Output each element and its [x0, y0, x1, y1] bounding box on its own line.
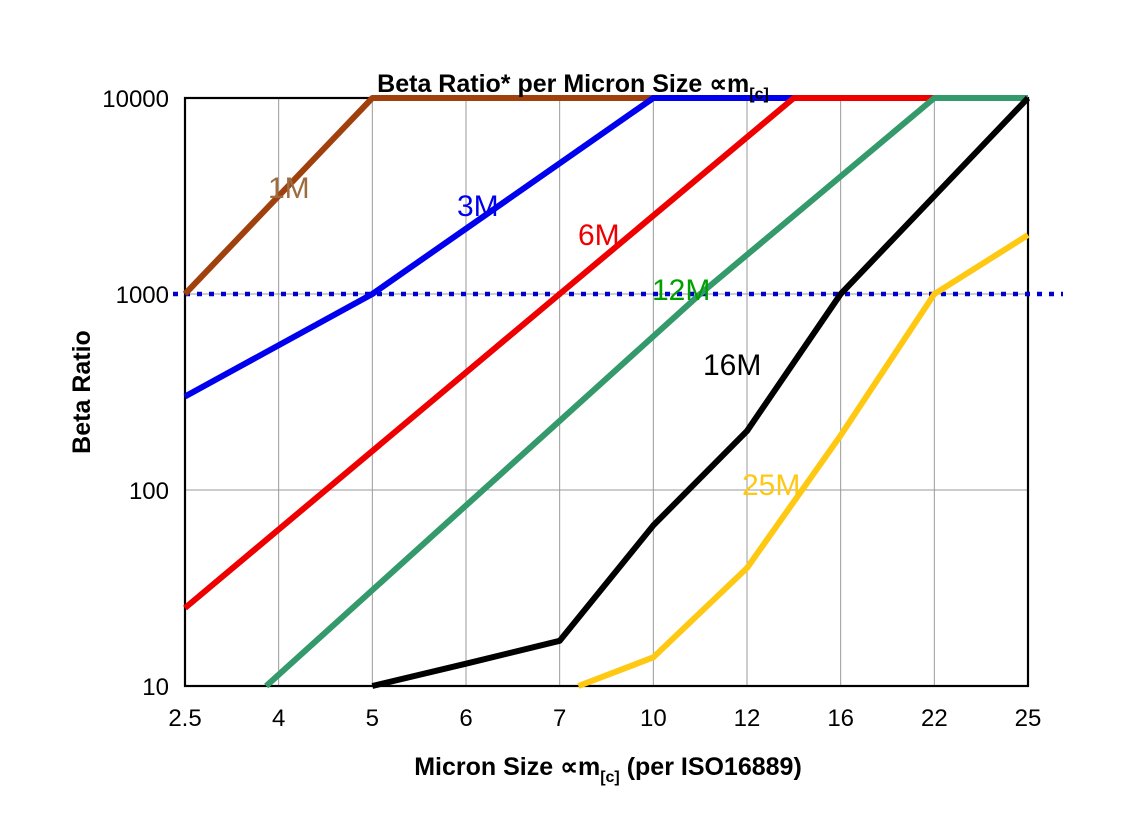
series-label-1M: 1M	[268, 172, 310, 205]
x-tick-label: 10	[640, 705, 667, 732]
y-tick-label: 1000	[116, 282, 169, 309]
series-label-25M: 25M	[742, 469, 800, 502]
series-group	[182, 95, 1031, 689]
y-tick-label: 10	[142, 674, 169, 701]
y-axis-label: Beta Ratio	[68, 330, 96, 454]
x-axis-label: Micron Size ∝m[c] (per ISO16889)	[414, 753, 802, 786]
series-line-6M	[183, 95, 1028, 611]
plot-frame	[183, 96, 1030, 688]
x-tick-label: 12	[734, 705, 761, 732]
x-tick-label: 4	[272, 705, 285, 732]
svg-text:Micron Size ∝m[c] (per ISO1688: Micron Size ∝m[c] (per ISO16889)	[414, 753, 802, 786]
x-tick-label: 6	[459, 705, 472, 732]
x-tick-label: 16	[827, 705, 854, 732]
svg-text:Beta Ratio* per Micron Size ∝m: Beta Ratio* per Micron Size ∝m[c]	[377, 70, 769, 103]
x-tick-label: 5	[366, 705, 379, 732]
x-axis-ticks: 2.5 4 5 6 7 10 12 16 22 25	[168, 705, 1041, 732]
series-label-16M: 16M	[703, 349, 761, 382]
x-tick-label: 22	[921, 705, 948, 732]
chart-title: Beta Ratio* per Micron Size ∝m[c]	[377, 70, 769, 103]
x-tick-label: 7	[553, 705, 566, 732]
series-label-6M: 6M	[578, 219, 620, 252]
x-tick-label: 2.5	[168, 705, 201, 732]
y-tick-label: 10000	[102, 86, 169, 113]
series-line-12M	[264, 95, 1028, 689]
gridlines	[185, 98, 1029, 686]
series-label-12M: 12M	[652, 274, 710, 307]
y-tick-label: 100	[129, 478, 169, 505]
series-line-16M	[371, 95, 1031, 689]
y-axis-ticks: 10 100 1000 10000	[102, 86, 169, 701]
series-line-25M	[577, 232, 1030, 689]
series-labels: 1M 3M 6M 12M 16M 25M	[268, 172, 800, 502]
x-tick-label: 25	[1015, 705, 1042, 732]
series-label-3M: 3M	[457, 190, 499, 223]
